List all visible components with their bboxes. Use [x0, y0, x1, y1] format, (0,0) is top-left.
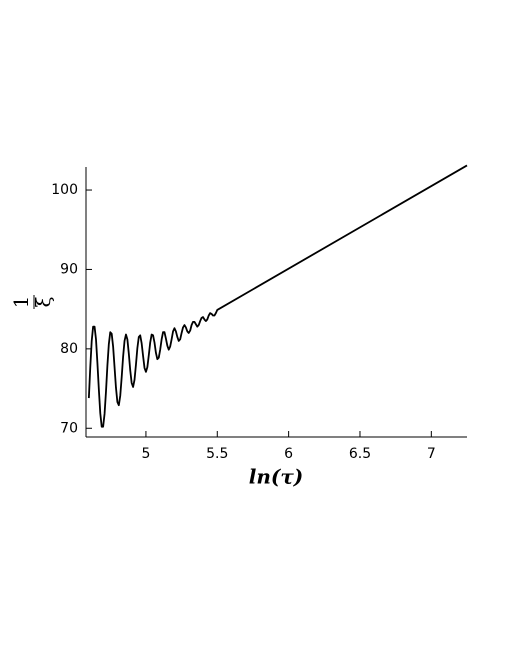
y-tick-label: 90 — [60, 261, 78, 277]
x-tick-label: 5.5 — [206, 446, 228, 462]
y-label-numerator: 1 — [9, 296, 33, 309]
y-tick-label: 70 — [60, 420, 78, 436]
data-line — [87, 164, 468, 428]
y-tick-label: 100 — [51, 182, 78, 198]
x-tick-label: 7 — [427, 446, 436, 462]
x-tick-label: 5 — [141, 446, 150, 462]
x-axis-label: ln(τ) — [249, 465, 304, 489]
y-label-denominator: ξ — [31, 296, 55, 307]
y-tick-label: 80 — [60, 341, 78, 357]
x-tick-label: 6 — [284, 446, 293, 462]
x-tick-label: 6.5 — [349, 446, 371, 462]
y-axis-label: 1 ξ — [9, 295, 55, 309]
